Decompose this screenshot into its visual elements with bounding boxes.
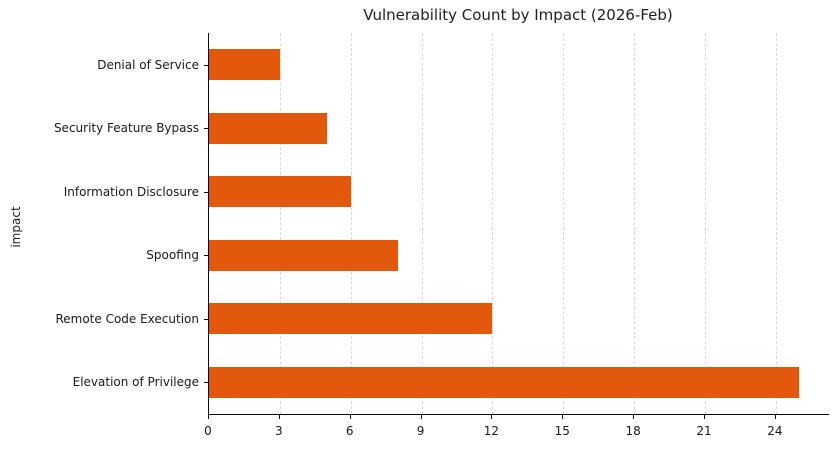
- x-tick-label: 15: [554, 424, 570, 438]
- gridline: [279, 33, 281, 414]
- x-tick-label: 9: [416, 424, 425, 438]
- y-tick-label: Information Disclosure: [63, 184, 199, 199]
- x-tick-label: 6: [345, 424, 354, 438]
- x-tick-mark: [562, 415, 564, 419]
- gridline: [421, 33, 423, 414]
- gridline: [705, 33, 706, 414]
- y-tick-mark: [204, 318, 208, 320]
- x-tick-mark: [704, 415, 705, 419]
- chart-bar-denial-of-service: [209, 49, 280, 81]
- x-tick-mark: [774, 415, 776, 419]
- chart-bar-spoofing: [209, 239, 398, 271]
- x-tick-label: 12: [483, 424, 500, 438]
- y-tick-mark: [204, 191, 208, 193]
- x-tick-label: 21: [696, 424, 712, 438]
- x-tick-mark: [491, 415, 493, 419]
- chart-bar-security-feature-bypass: [209, 112, 328, 144]
- y-tick-label: Denial of Service: [97, 57, 199, 72]
- y-tick-mark: [204, 128, 208, 130]
- x-tick-label: 24: [767, 424, 783, 438]
- y-tick-mark: [204, 255, 208, 257]
- y-tick-label: Remote Code Execution: [55, 311, 199, 326]
- y-axis-title: impact: [9, 206, 23, 248]
- plot-area: [208, 33, 829, 415]
- chart-title: Vulnerability Count by Impact (2026-Feb): [363, 6, 673, 24]
- gridline: [492, 33, 494, 414]
- gridline: [563, 33, 565, 414]
- y-tick-mark: [204, 64, 208, 66]
- x-tick-label: 18: [625, 424, 641, 438]
- chart-bar-information-disclosure: [209, 176, 351, 208]
- gridline: [350, 33, 352, 414]
- y-tick-mark: [204, 382, 208, 384]
- chart-bar-remote-code-execution: [209, 303, 493, 335]
- x-tick-label: 3: [275, 424, 283, 438]
- x-tick-mark: [278, 415, 280, 419]
- chart-bar-elevation-of-privilege: [209, 366, 800, 398]
- gridline: [775, 33, 777, 414]
- y-tick-label: Security Feature Bypass: [53, 121, 199, 136]
- y-tick-label: Elevation of Privilege: [72, 375, 199, 390]
- x-tick-mark: [208, 415, 209, 419]
- x-tick-mark: [349, 415, 351, 419]
- y-tick-label: Spoofing: [146, 248, 199, 263]
- x-tick-mark: [420, 415, 422, 419]
- gridline: [634, 33, 636, 414]
- x-tick-label: 0: [204, 424, 212, 438]
- x-tick-mark: [633, 415, 635, 419]
